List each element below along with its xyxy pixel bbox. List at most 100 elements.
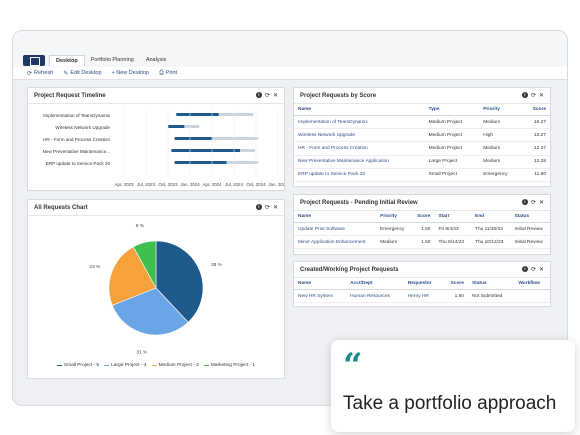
close-icon[interactable]: ✕	[538, 93, 544, 99]
pie-slice	[108, 246, 157, 306]
refresh-icon[interactable]: ⟳	[530, 267, 536, 273]
quote-text: Take a portfolio approach	[343, 393, 557, 414]
column-header[interactable]: Priority	[376, 211, 412, 223]
timeline-row-label: New Preventative Maintenance...	[43, 149, 110, 154]
timeline-bar	[176, 113, 219, 116]
timeline-row-label: Wireless Network Upgrade	[55, 125, 110, 130]
column-header[interactable]: Acct/Dept	[346, 278, 404, 290]
refresh-icon: ⟳	[27, 70, 33, 77]
column-header[interactable]: Score	[411, 211, 435, 223]
table-row[interactable]: HR - Form and Process Creation Medium Pro…	[294, 141, 550, 156]
column-header[interactable]: End	[471, 211, 511, 223]
legend-item-marketing: Marketing Project - 1	[203, 363, 256, 368]
refresh-icon[interactable]: ⟳	[264, 205, 270, 211]
table-cell: Fri 8/4/23	[434, 222, 472, 237]
table-cell: Initial Review	[510, 222, 550, 237]
print-button[interactable]: ⎙ Print	[159, 70, 177, 77]
table-cell[interactable]: ERP update to Service Pack 20	[294, 168, 425, 182]
timeline-bar	[168, 125, 185, 128]
table-row[interactable]: Minor Application Enhancement Medium 1.50 T…	[294, 235, 550, 250]
refresh-icon[interactable]: ⟳	[264, 93, 270, 99]
tab-desktop[interactable]: Desktop	[49, 55, 85, 66]
edit-desktop-button[interactable]: ✎ Edit Desktop	[63, 70, 101, 77]
column-header[interactable]: Name	[294, 211, 377, 223]
column-header[interactable]: Score	[442, 278, 468, 290]
column-header[interactable]: Priority	[479, 104, 522, 116]
table-cell: Initial Review	[510, 235, 550, 250]
app-window: Desktop Portfolio Planning Analysis ⟳ Ref…	[12, 30, 568, 406]
pie-data-label: 8 %	[136, 223, 145, 229]
timeline-panel-header: Project Request Timeline i ⟳ ✕	[28, 88, 284, 104]
timeline-bar-track	[174, 137, 259, 140]
table-cell: Medium Project	[424, 115, 480, 130]
home-button[interactable]	[23, 55, 45, 66]
desktop-tabs: Desktop Portfolio Planning Analysis	[49, 55, 172, 66]
pending-panel-header: Project Requests - Pending Initial Revie…	[294, 195, 550, 211]
table-cell[interactable]: New Preventative Maintenance Application	[294, 155, 425, 169]
table-cell: 1.50	[411, 222, 435, 237]
column-header[interactable]: Status	[510, 211, 550, 223]
table-cell[interactable]: New HR System	[294, 289, 347, 304]
table-cell[interactable]: Update Print Software	[294, 222, 377, 237]
pie-panel-header: All Requests Chart i ⟳ ✕	[28, 200, 284, 216]
info-icon[interactable]: i	[255, 204, 262, 210]
table-row[interactable]: Implementation of TeamDynamix Medium Proj…	[294, 115, 550, 130]
table-row[interactable]: ERP update to Service Pack 20 Small Proje…	[294, 168, 550, 182]
info-icon[interactable]: i	[521, 92, 528, 98]
info-icon[interactable]: i	[521, 199, 528, 205]
table-cell[interactable]: Henry HR	[403, 289, 443, 304]
table-cell[interactable]: Wireless Network Upgrade	[294, 128, 425, 143]
info-icon[interactable]: i	[521, 266, 528, 272]
table-cell[interactable]: Implementation of TeamDynamix	[294, 115, 425, 130]
pending-title: Project Requests - Pending Initial Revie…	[300, 199, 418, 206]
legend-label: Medium Project - 3	[158, 363, 199, 368]
table-cell: Medium	[479, 115, 522, 130]
refresh-button[interactable]: ⟳ Refresh	[27, 70, 53, 77]
column-header[interactable]: Start	[434, 211, 472, 223]
column-header[interactable]: Score	[521, 104, 550, 116]
legend-item-small: Small Project - 5	[56, 363, 99, 368]
info-icon[interactable]: i	[255, 92, 262, 98]
top-bar: Desktop Portfolio Planning Analysis	[13, 31, 567, 67]
edit-desktop-label: Edit Desktop	[70, 70, 102, 76]
column-header[interactable]: Name	[294, 104, 425, 116]
timeline-row-label: ERP update to Service Pack 20	[46, 161, 111, 166]
table-row[interactable]: New HR System Human Resources Henry HR 1.50…	[294, 289, 550, 304]
close-icon[interactable]: ✕	[538, 200, 544, 206]
table-row[interactable]: Wireless Network Upgrade Medium Project Hi…	[294, 128, 550, 143]
timeline-bar	[174, 137, 213, 140]
legend-item-large: Large Project - 4	[104, 363, 147, 368]
table-cell[interactable]: Minor Application Enhancement	[294, 235, 377, 250]
column-header[interactable]: Type	[424, 104, 480, 116]
pie-legend: Small Project - 5 Large Project - 4 Medi…	[28, 363, 284, 368]
column-header[interactable]: Status	[467, 278, 515, 290]
pending-panel: Project Requests - Pending Initial Revie…	[293, 194, 551, 255]
score-panel: Project Requests by Score i ⟳ ✕ Name Type …	[293, 87, 551, 187]
legend-label: Marketing Project - 1	[210, 363, 256, 368]
pending-table: Name Priority Score Start End Status Upd…	[294, 211, 550, 250]
close-icon[interactable]: ✕	[538, 267, 544, 273]
close-icon[interactable]: ✕	[272, 205, 278, 211]
pie-slice	[132, 240, 157, 289]
column-header[interactable]: Requestor	[403, 278, 443, 290]
close-icon[interactable]: ✕	[272, 93, 278, 99]
table-cell[interactable]: Human Resources	[346, 289, 404, 304]
tab-analysis[interactable]: Analysis	[145, 57, 167, 63]
refresh-icon[interactable]: ⟳	[530, 200, 536, 206]
new-desktop-button[interactable]: + New Desktop	[112, 70, 149, 76]
table-cell: Medium Project	[424, 141, 480, 156]
table-row[interactable]: Update Print Software Emergency 1.50 Fri 8/…	[294, 222, 550, 237]
table-cell: 12.28	[521, 155, 550, 169]
new-desktop-label: + New Desktop	[111, 70, 149, 76]
column-header[interactable]: Name	[294, 278, 347, 290]
table-cell: Thu 10/12/23	[471, 235, 511, 250]
timeline-title: Project Request Timeline	[34, 92, 106, 99]
refresh-icon[interactable]: ⟳	[530, 93, 536, 99]
tab-portfolio-planning[interactable]: Portfolio Planning	[90, 57, 134, 63]
table-cell: High	[479, 128, 522, 143]
timeline-axis-label: Jul, 2024	[225, 182, 243, 187]
table-row[interactable]: New Preventative Maintenance Application…	[294, 155, 550, 169]
timeline-axis-label: Jan, 2024	[180, 182, 200, 187]
table-cell[interactable]: HR - Form and Process Creation	[294, 141, 425, 156]
column-header[interactable]: Workflow	[514, 278, 550, 290]
